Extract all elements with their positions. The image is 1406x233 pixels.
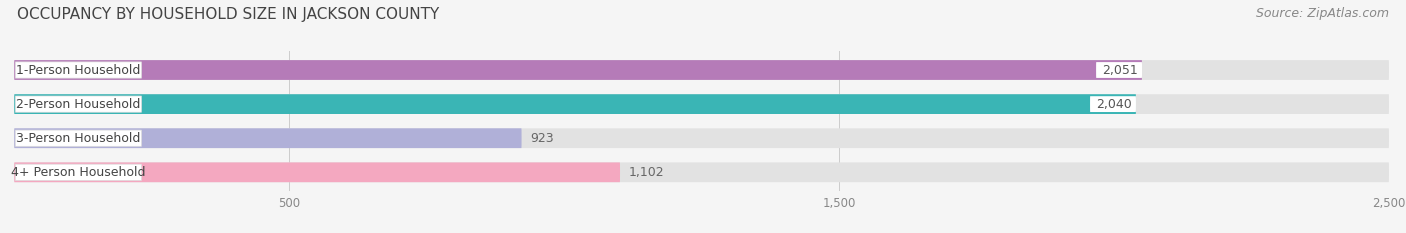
FancyBboxPatch shape	[15, 96, 142, 112]
Text: OCCUPANCY BY HOUSEHOLD SIZE IN JACKSON COUNTY: OCCUPANCY BY HOUSEHOLD SIZE IN JACKSON C…	[17, 7, 439, 22]
FancyBboxPatch shape	[14, 162, 620, 182]
FancyBboxPatch shape	[14, 162, 1389, 182]
FancyBboxPatch shape	[15, 130, 142, 146]
FancyBboxPatch shape	[14, 60, 1142, 80]
Text: 2,051: 2,051	[1102, 64, 1137, 76]
FancyBboxPatch shape	[14, 60, 1389, 80]
FancyBboxPatch shape	[1097, 62, 1142, 78]
Text: 4+ Person Household: 4+ Person Household	[11, 166, 146, 179]
FancyBboxPatch shape	[14, 128, 1389, 148]
FancyBboxPatch shape	[14, 94, 1389, 114]
Text: 2,040: 2,040	[1097, 98, 1132, 111]
FancyBboxPatch shape	[1090, 96, 1136, 112]
Text: 1-Person Household: 1-Person Household	[17, 64, 141, 76]
Text: 3-Person Household: 3-Person Household	[17, 132, 141, 145]
Text: 1,102: 1,102	[628, 166, 664, 179]
Text: Source: ZipAtlas.com: Source: ZipAtlas.com	[1256, 7, 1389, 20]
FancyBboxPatch shape	[14, 128, 522, 148]
Text: 2-Person Household: 2-Person Household	[17, 98, 141, 111]
Text: 923: 923	[530, 132, 554, 145]
FancyBboxPatch shape	[15, 62, 142, 78]
FancyBboxPatch shape	[14, 94, 1136, 114]
FancyBboxPatch shape	[15, 164, 142, 180]
